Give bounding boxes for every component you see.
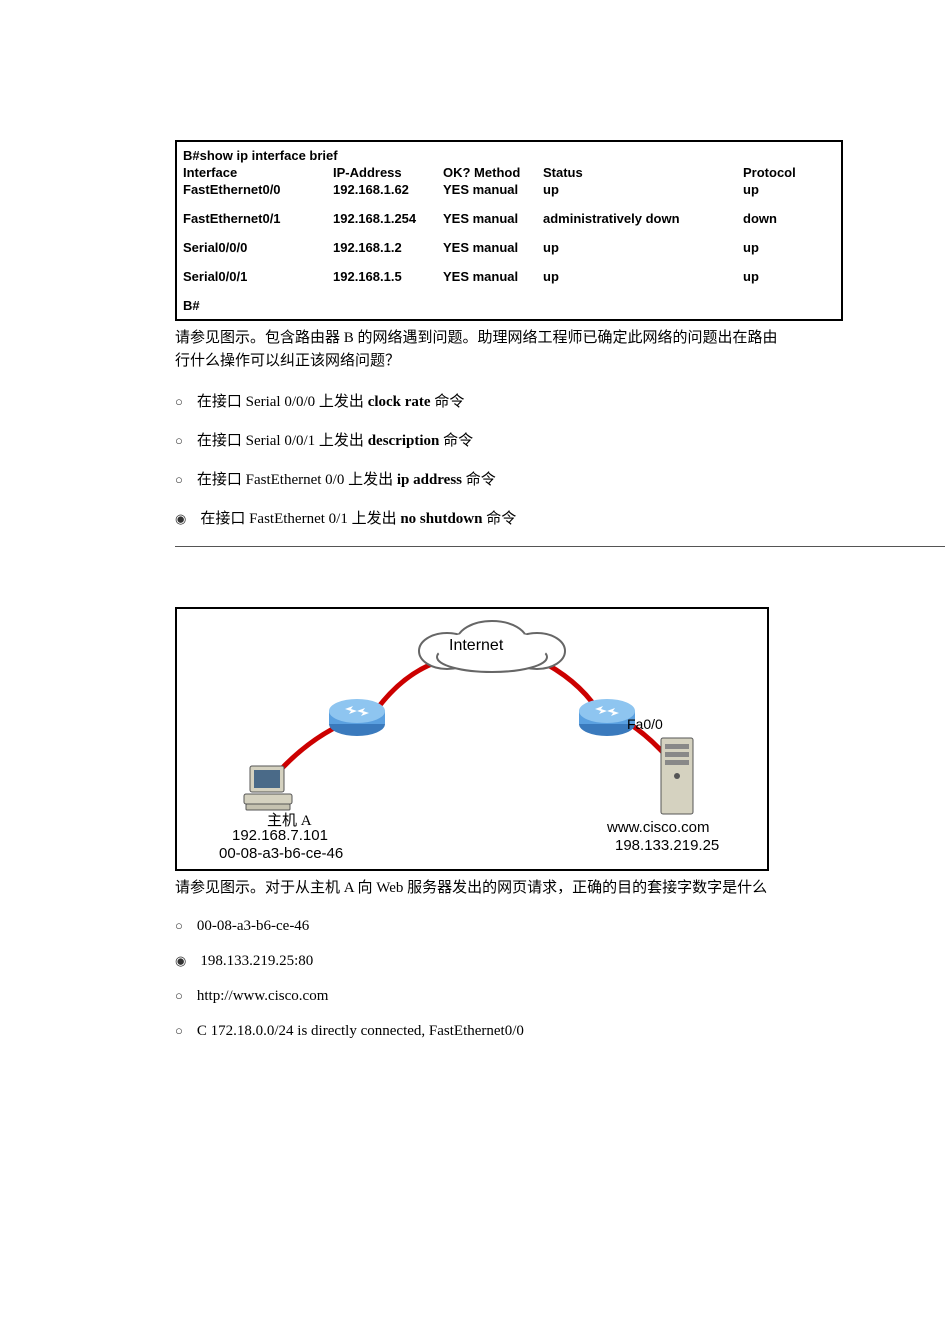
radio-icon: ○ [175,433,183,448]
cli-row: FastEthernet0/0 192.168.1.62 YES manual … [183,182,835,197]
option-label: 在接口 Serial 0/0/0 上发出 clock rate 命令 [197,390,464,411]
cli-cell: up [743,182,823,197]
host-a-mac: 00-08-a3-b6-ce-46 [219,845,343,862]
network-diagram: Internet Fa0/0 [175,607,769,871]
section-divider [175,546,945,547]
server-icon [657,734,697,819]
opt-post: 命令 [439,433,473,449]
cli-cell: up [543,269,743,284]
opt-bold: description [368,433,440,449]
q2-line: 请参见图示。对于从主机 A 向 Web 服务器发出的网页请求，正确的目的套接字数… [175,880,767,896]
option-label: C 172.18.0.0/24 is directly connected, F… [197,1023,524,1040]
cli-output-box: B#show ip interface brief Interface IP-A… [175,140,843,321]
cli-col-ip: IP-Address [333,165,443,180]
cli-row: Serial0/0/0 192.168.1.2 YES manual up up [183,240,835,255]
cli-row: FastEthernet0/1 192.168.1.254 YES manual… [183,211,835,226]
cli-row: Serial0/0/1 192.168.1.5 YES manual up up [183,269,835,284]
cli-col-status: Status [543,165,743,180]
cli-cell: administratively down [543,211,743,226]
cli-cell: up [743,240,823,255]
cli-cell: 192.168.1.62 [333,182,443,197]
cli-cell: 192.168.1.5 [333,269,443,284]
cli-cell: down [743,211,823,226]
cli-cell: FastEthernet0/0 [183,182,333,197]
option-label: 198.133.219.25:80 [200,953,313,970]
option-label: http://www.cisco.com [197,988,329,1005]
server-ip: 198.133.219.25 [615,837,719,854]
q2-question-text: 请参见图示。对于从主机 A 向 Web 服务器发出的网页请求，正确的目的套接字数… [175,877,945,900]
opt-post: 命令 [462,472,496,488]
q1-option-0[interactable]: ○ 在接口 Serial 0/0/0 上发出 clock rate 命令 [175,390,945,411]
cli-cell: up [543,182,743,197]
server-url: www.cisco.com [607,819,710,836]
q2-option-1[interactable]: ◉ 198.133.219.25:80 [175,953,945,970]
cli-cell: YES manual [443,240,543,255]
radio-icon: ○ [175,472,183,487]
option-label: 在接口 Serial 0/0/1 上发出 description 命令 [197,429,473,450]
opt-bold: no shutdown [400,511,482,527]
q1-option-2[interactable]: ○ 在接口 FastEthernet 0/0 上发出 ip address 命令 [175,468,945,489]
opt-pre: 在接口 Serial 0/0/1 上发出 [197,433,368,449]
q2-option-3[interactable]: ○ C 172.18.0.0/24 is directly connected,… [175,1023,945,1040]
q1-line2: 行什么操作可以纠正该网络问题？ [175,353,400,369]
radio-icon: ○ [175,1023,183,1038]
cli-prompt: B# [183,298,835,313]
opt-pre: 在接口 Serial 0/0/0 上发出 [197,394,368,410]
cli-cell: YES manual [443,182,543,197]
radio-icon: ◉ [175,953,186,969]
opt-post: 命令 [431,394,465,410]
cli-col-interface: Interface [183,165,333,180]
cli-command-text: B#show ip interface brief [183,148,338,163]
opt-pre: 在接口 FastEthernet 0/1 上发出 [200,511,400,527]
cli-col-ok: OK? Method [443,165,543,180]
q1-option-3[interactable]: ◉ 在接口 FastEthernet 0/1 上发出 no shutdown 命… [175,507,945,528]
cli-cell: Serial0/0/0 [183,240,333,255]
internet-label: Internet [449,637,503,655]
q2-option-2[interactable]: ○ http://www.cisco.com [175,988,945,1005]
cli-prompt-text: B# [183,298,200,313]
cli-cell: FastEthernet0/1 [183,211,333,226]
cli-header-row: Interface IP-Address OK? Method Status P… [183,165,835,180]
host-a-ip: 192.168.7.101 [232,827,328,844]
opt-bold: clock rate [368,394,431,410]
option-label: 在接口 FastEthernet 0/0 上发出 ip address 命令 [197,468,496,489]
q2-option-0[interactable]: ○ 00-08-a3-b6-ce-46 [175,918,945,935]
option-label: 00-08-a3-b6-ce-46 [197,918,309,935]
pc-icon [242,764,297,812]
cli-command: B#show ip interface brief [183,148,835,163]
cli-cell: Serial0/0/1 [183,269,333,284]
opt-bold: ip address [397,472,462,488]
cli-cell: 192.168.1.2 [333,240,443,255]
q1-option-1[interactable]: ○ 在接口 Serial 0/0/1 上发出 description 命令 [175,429,945,450]
radio-icon: ○ [175,394,183,409]
fa00-label: Fa0/0 [627,716,663,732]
cli-cell: YES manual [443,269,543,284]
cli-cell: YES manual [443,211,543,226]
q1-line1: 请参见图示。包含路由器 B 的网络遇到问题。助理网络工程师已确定此网络的问题出在… [175,330,778,346]
radio-icon: ◉ [175,511,186,527]
radio-icon: ○ [175,988,183,1003]
cli-col-protocol: Protocol [743,165,823,180]
cli-cell: up [743,269,823,284]
q1-question-text: 请参见图示。包含路由器 B 的网络遇到问题。助理网络工程师已确定此网络的问题出在… [175,327,945,372]
cli-cell: 192.168.1.254 [333,211,443,226]
opt-pre: 在接口 FastEthernet 0/0 上发出 [197,472,397,488]
option-label: 在接口 FastEthernet 0/1 上发出 no shutdown 命令 [200,507,516,528]
cli-cell: up [543,240,743,255]
router-icon [327,699,387,739]
opt-post: 命令 [482,511,516,527]
radio-icon: ○ [175,918,183,933]
